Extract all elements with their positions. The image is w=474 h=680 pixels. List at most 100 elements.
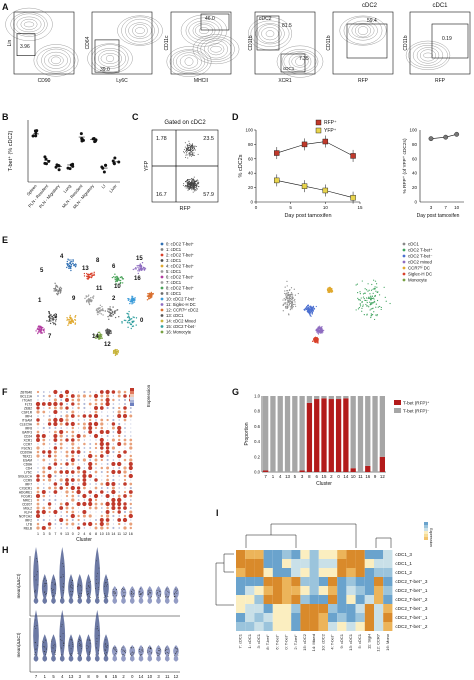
f-xlabel: Cluster: [76, 537, 92, 543]
e2-cell: [370, 297, 372, 299]
f-dot: [82, 514, 86, 518]
c-event: [188, 142, 190, 144]
i-legend-bar: [424, 525, 428, 528]
h-point: [88, 593, 90, 594]
f-dot: [60, 475, 63, 477]
f-dot: [100, 490, 104, 494]
e-cell: [88, 301, 90, 304]
h-point: [98, 582, 99, 584]
d-xtick-label: 10: [323, 205, 329, 210]
f-dot: [112, 459, 115, 461]
h-point: [115, 651, 117, 653]
e-cell: [88, 277, 90, 279]
e-cell: [105, 331, 107, 334]
e-cell: [86, 300, 88, 302]
e-legend-swatch: [160, 270, 164, 273]
e2-cell: [330, 289, 333, 291]
e-cell: [68, 264, 71, 267]
e-cell: [128, 310, 130, 313]
h-point: [37, 644, 38, 646]
e2-cell: [315, 341, 318, 343]
c-event: [189, 186, 191, 188]
d-legend-yfp-swatch: [315, 127, 322, 134]
e2-cell: [287, 297, 289, 299]
f-dot: [36, 518, 40, 522]
e2-cell: [314, 337, 317, 340]
e-cell: [49, 322, 52, 325]
f-dot: [117, 429, 122, 435]
f-dot: [54, 507, 56, 509]
i-cell: [374, 559, 384, 568]
i-cell: [318, 568, 328, 577]
h-point: [98, 634, 100, 636]
e2-cell: [311, 311, 314, 313]
e2-cell: [287, 299, 289, 301]
e-cell: [88, 298, 91, 300]
h-point: [156, 652, 158, 654]
f-dot: [89, 391, 92, 393]
g-bar-neg: [343, 396, 349, 399]
e-cell: [132, 268, 135, 271]
f-dot: [105, 449, 110, 455]
h-point: [177, 654, 179, 656]
contour-line: [288, 52, 312, 71]
f-dot: [47, 466, 52, 470]
h-point: [133, 647, 135, 648]
f-dot: [111, 497, 116, 503]
e2-cell: [317, 338, 319, 340]
e-cell: [131, 302, 133, 304]
e-cell: [48, 319, 51, 321]
e-cell: [39, 329, 41, 331]
f-dot: [60, 414, 63, 418]
e-cell: [115, 351, 118, 353]
f-dot: [95, 515, 97, 517]
e2-cell: [315, 341, 317, 343]
e2-cell: [369, 297, 371, 299]
e-cell: [91, 272, 93, 274]
i-legend-title: Expression: [429, 528, 433, 547]
e2-cell: [371, 295, 373, 297]
e2-cell: [309, 308, 311, 310]
e2-cell: [367, 290, 369, 292]
e2-cell: [310, 315, 312, 317]
e-cell: [151, 296, 153, 298]
e-cell: [133, 301, 136, 303]
e-cell: [48, 316, 51, 319]
e2-cell: [371, 303, 373, 305]
f-dot: [129, 414, 133, 418]
c-quad-bl: 16.7: [156, 192, 167, 198]
f-dot: [42, 410, 46, 414]
f-gene-label: CLEC9A: [20, 423, 33, 427]
e2-legend-item: Siglec-H DC: [408, 272, 432, 277]
e-legend-swatch: [160, 297, 164, 301]
e-cell: [84, 297, 86, 300]
contour-line: [132, 24, 148, 38]
f-dot: [36, 490, 40, 494]
c-event: [190, 186, 192, 188]
e2-cell: [295, 305, 297, 307]
e2-cell: [369, 295, 372, 297]
f-dot: [71, 398, 75, 402]
e-cell: [39, 329, 41, 331]
f-dot: [118, 515, 121, 517]
i-legend-bar: [424, 531, 428, 534]
h-point: [70, 582, 72, 584]
f-dot: [36, 486, 40, 490]
g-bar-pos: [263, 470, 269, 472]
e2-cell: [329, 289, 332, 292]
g-ylabel: Proportion: [244, 422, 250, 445]
e-cell: [101, 309, 103, 312]
c-event: [187, 154, 189, 156]
e2-cell: [327, 291, 329, 293]
e-cell: [53, 318, 55, 321]
g-bar-pos: [365, 465, 371, 472]
e2-cell: [306, 308, 308, 310]
e-cell: [116, 280, 118, 283]
i-legend-bar: [424, 537, 428, 540]
e-cell: [90, 276, 93, 279]
f-dot: [122, 517, 128, 523]
h-point: [78, 584, 80, 586]
c-event: [193, 183, 195, 185]
contour-line: [125, 18, 155, 43]
f-dot: [129, 411, 132, 413]
